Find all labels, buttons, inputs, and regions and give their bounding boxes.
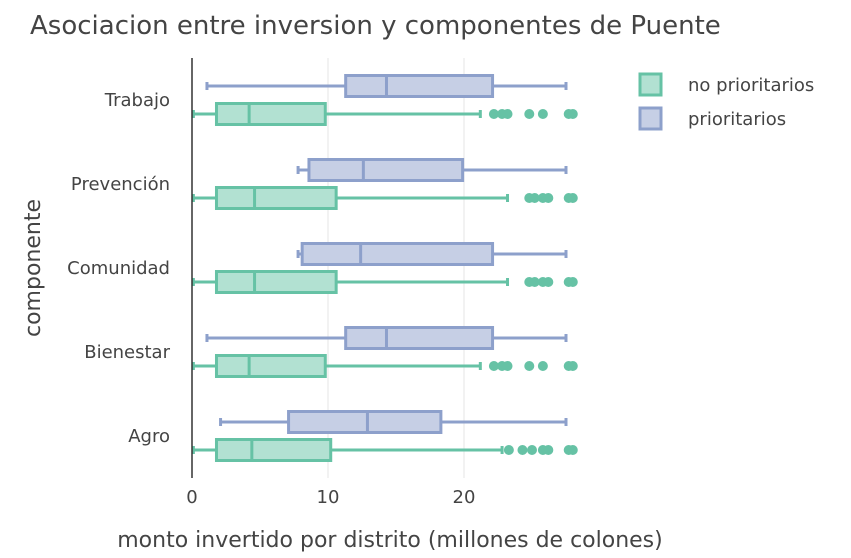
outlier-point: [543, 193, 554, 203]
x-tick-label: 0: [186, 487, 197, 508]
outlier-point: [543, 277, 554, 287]
legend: no prioritarios prioritarios: [638, 72, 814, 131]
box-iqr: [344, 326, 495, 350]
outlier-point: [529, 277, 540, 287]
box-plots: [191, 74, 578, 462]
grid-lines: [327, 58, 465, 478]
outlier-point: [567, 445, 578, 455]
box-no-prioritarios-Agro: [191, 438, 578, 462]
box-iqr: [214, 354, 327, 378]
outlier-point: [488, 361, 499, 371]
y-tick-label-0: Agro: [128, 426, 170, 447]
y-axis-title: componente: [21, 199, 46, 337]
box-iqr: [214, 186, 338, 210]
outlier-point: [524, 361, 535, 371]
outlier-point: [543, 445, 554, 455]
outlier-point: [567, 109, 578, 119]
legend-label-1: prioritarios: [688, 109, 786, 130]
y-tick-label-4: Trabajo: [104, 90, 170, 111]
outlier-point: [567, 277, 578, 287]
outlier-point: [537, 361, 548, 371]
box-iqr: [307, 158, 465, 182]
outlier-point: [529, 193, 540, 203]
box-prioritarios-Prevención: [296, 158, 568, 182]
y-tick-label-2: Comunidad: [67, 258, 170, 279]
box-prioritarios-Comunidad: [296, 242, 568, 266]
legend-swatch-0: [638, 72, 663, 97]
box-no-prioritarios-Bienestar: [191, 354, 578, 378]
box-iqr: [300, 242, 495, 266]
y-tick-label-1: Bienestar: [84, 342, 170, 363]
box-iqr: [287, 410, 443, 434]
legend-label-0: no prioritarios: [688, 75, 814, 96]
outlier-point: [567, 193, 578, 203]
x-tick-label: 20: [453, 487, 476, 508]
y-tick-label-3: Prevención: [71, 174, 170, 195]
box-iqr: [344, 74, 495, 98]
box-prioritarios-Bienestar: [205, 326, 568, 350]
chart-title: Asociacion entre inversion y componentes…: [30, 11, 721, 41]
outlier-point: [527, 445, 537, 455]
x-tick-labels: 0 10 20: [186, 487, 475, 508]
x-axis-title: monto invertido por distrito (millones d…: [117, 528, 662, 553]
y-tick-labels: Agro Bienestar Comunidad Prevención Trabajo: [67, 90, 170, 447]
outlier-point: [567, 361, 578, 371]
box-iqr: [214, 438, 333, 462]
box-iqr: [214, 270, 338, 294]
outlier-point: [537, 109, 548, 119]
outlier-point: [502, 109, 513, 119]
box-no-prioritarios-Trabajo: [191, 102, 578, 126]
outlier-point: [488, 109, 499, 119]
outlier-point: [524, 109, 535, 119]
x-tick-label: 10: [317, 487, 340, 508]
box-iqr: [214, 102, 327, 126]
outlier-point: [502, 361, 513, 371]
box-prioritarios-Trabajo: [205, 74, 568, 98]
legend-swatch-1: [638, 106, 663, 131]
box-prioritarios-Agro: [219, 410, 568, 434]
outlier-point: [517, 445, 528, 455]
box-no-prioritarios-Prevención: [191, 186, 578, 210]
box-no-prioritarios-Comunidad: [191, 270, 578, 294]
outlier-point: [503, 445, 514, 455]
